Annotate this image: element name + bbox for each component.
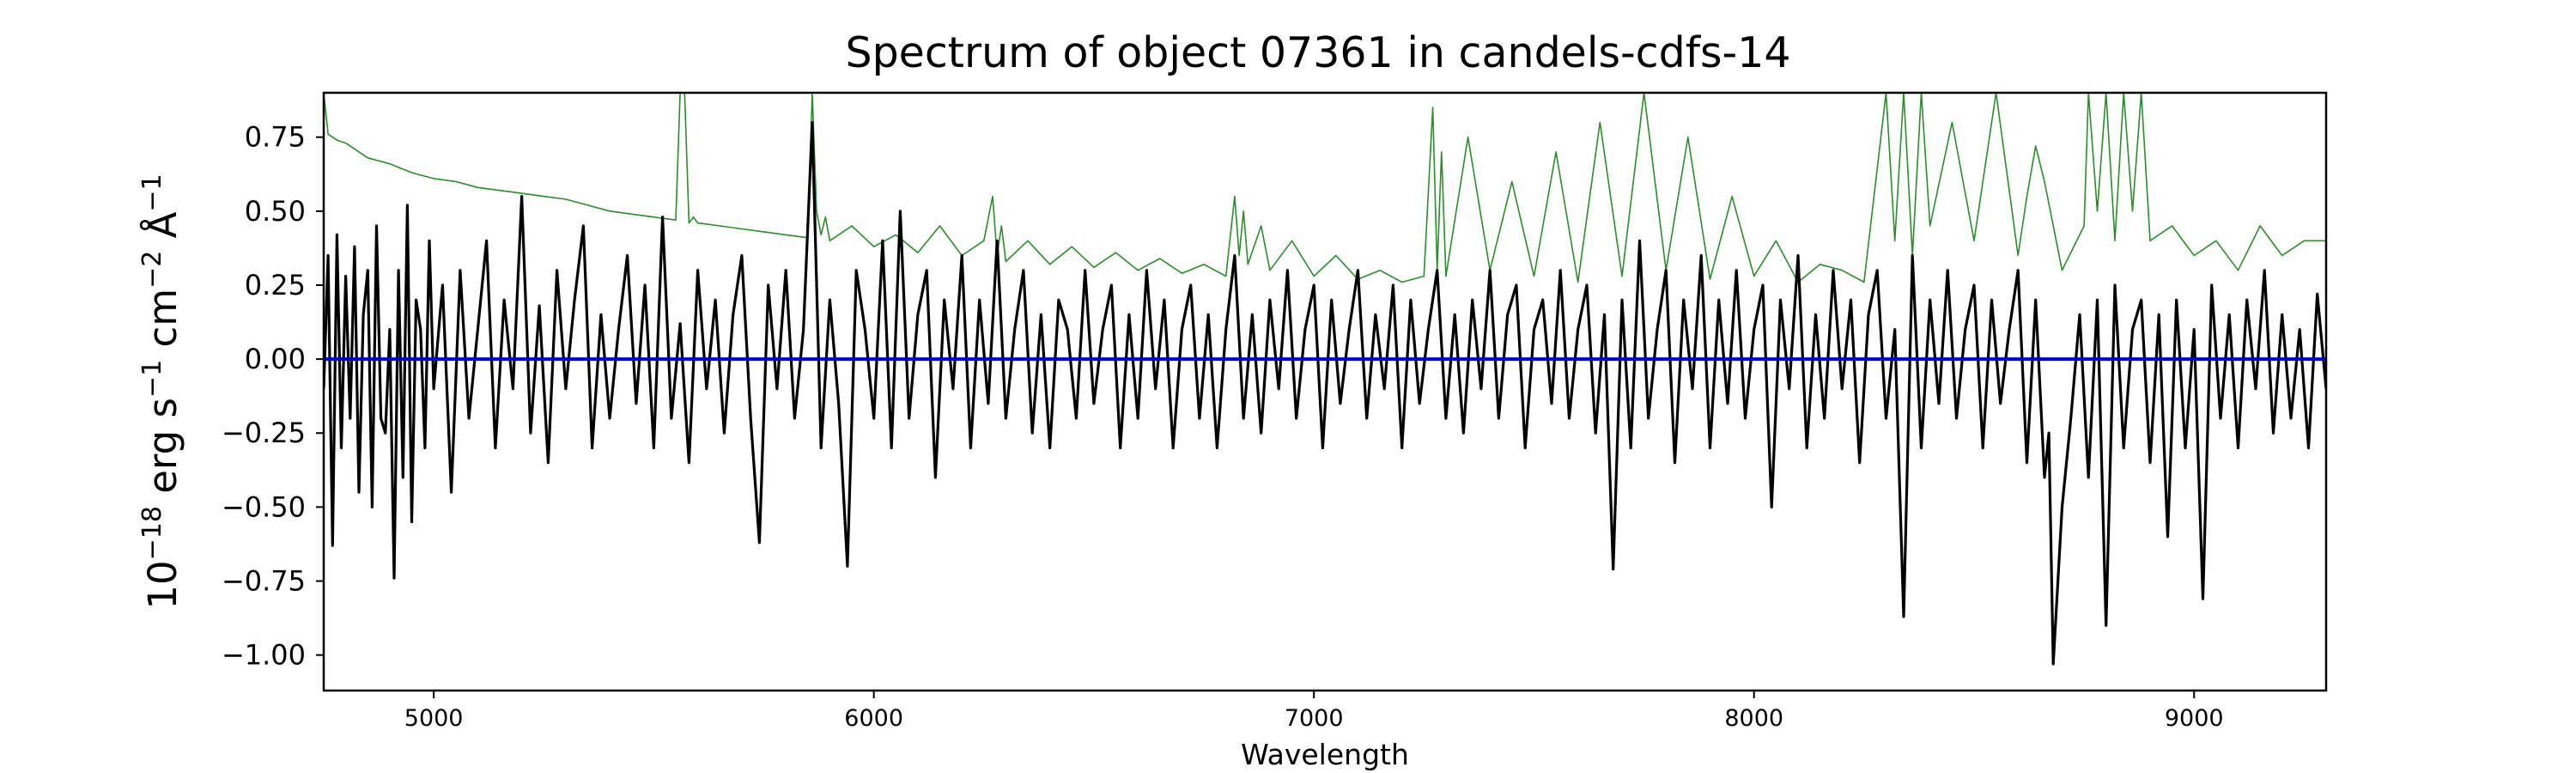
y-axis-ticks: 0.75 0.50 0.25 0.00 −0.25 −0.50 −0.75 −1.00 (222, 121, 324, 672)
y-tick-label: −0.25 (222, 417, 306, 449)
y-axis-label: 10−18 erg s−1 cm−2 Å−1 (137, 173, 185, 609)
x-tick-label: 7000 (1285, 705, 1344, 732)
y-tick-label: 0.25 (245, 269, 306, 301)
y-tick-label: −0.75 (222, 565, 306, 598)
x-axis-ticks: 5000 6000 7000 8000 9000 (404, 691, 2224, 732)
x-axis-label: Wavelength (1241, 738, 1409, 771)
series-line-flux (324, 120, 2326, 666)
y-tick-label: 0.00 (245, 343, 306, 375)
y-tick-label: −1.00 (222, 639, 306, 672)
y-tick-label: 0.75 (245, 121, 306, 154)
x-tick-label: 6000 (844, 705, 903, 732)
y-tick-label: −0.50 (222, 490, 306, 523)
x-tick-label: 5000 (404, 705, 464, 732)
plot-area (324, 93, 2326, 666)
x-tick-label: 8000 (1724, 705, 1783, 732)
axes-frame (322, 91, 2328, 692)
y-tick-label: 0.50 (245, 195, 306, 228)
x-tick-label: 9000 (2165, 705, 2224, 732)
series-line-noise (324, 93, 2326, 283)
chart-title: Spectrum of object 07361 in candels-cdfs… (845, 28, 1790, 77)
